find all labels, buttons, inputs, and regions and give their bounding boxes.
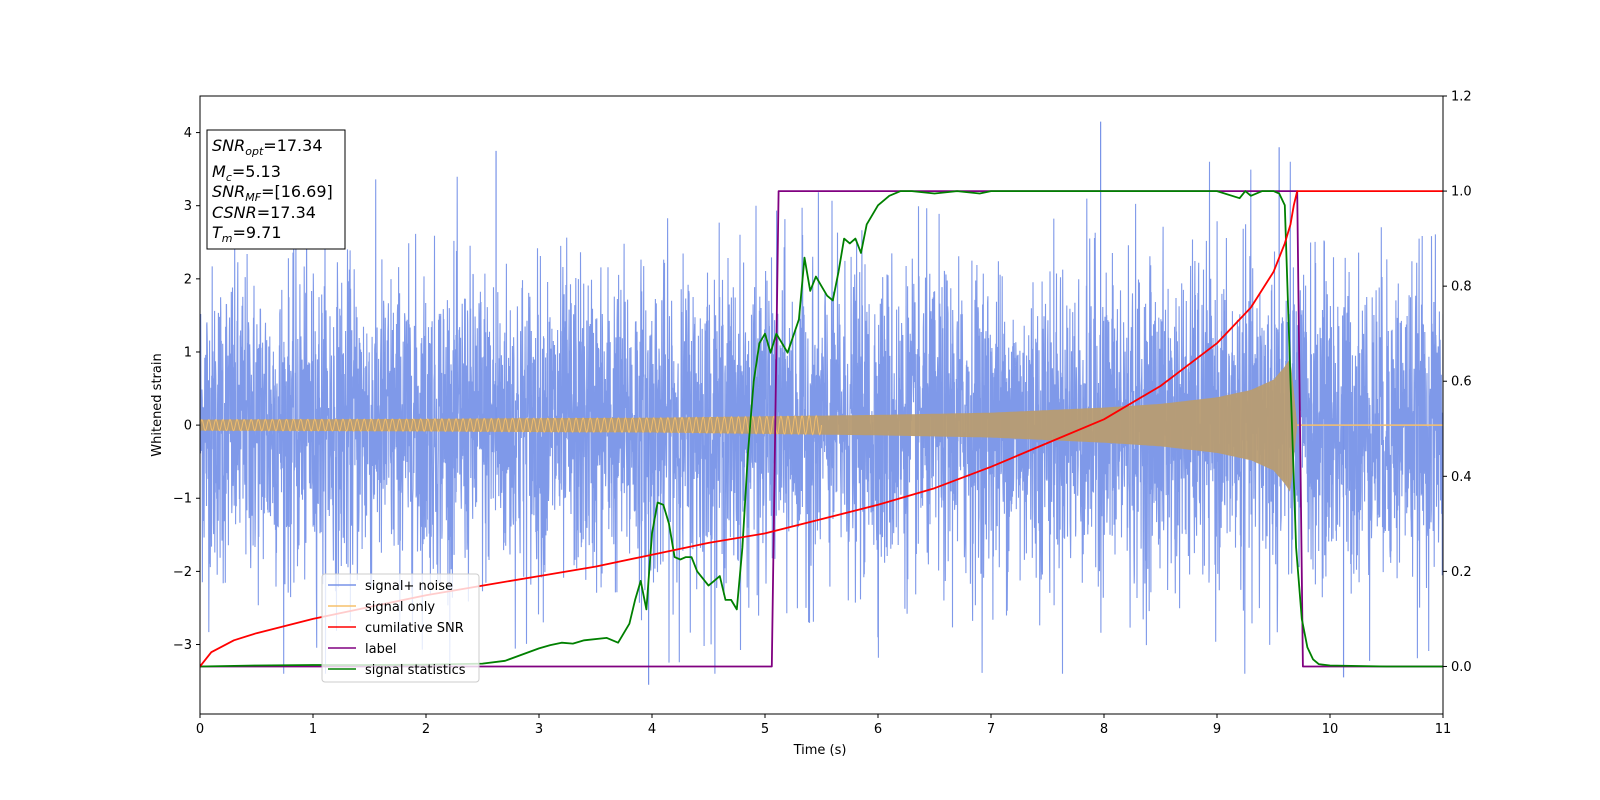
- annotation-box: SNRopt=17.34 Mc=5.13 SNRMF=[16.69] CSNR=…: [206, 129, 346, 250]
- annotation-frame: [206, 129, 346, 250]
- y-left-tick-label: 4: [184, 126, 192, 141]
- legend: signal+ noise signal only cumilative SNR…: [321, 573, 480, 683]
- annotation-mc-value: =5.13: [232, 162, 281, 181]
- x-tick-label: 1: [309, 722, 317, 737]
- annotation-mc: Mc=5.13: [212, 162, 281, 184]
- y-axis-left: −3 −2 −1 0 1 2 3 4: [173, 126, 200, 653]
- y-right-tick-label: 0.4: [1451, 470, 1472, 485]
- x-axis-label: Time (s): [793, 743, 847, 758]
- y-left-tick-label: −1: [173, 492, 192, 507]
- y-left-tick-label: −2: [173, 565, 192, 580]
- y-right-tick-label: 0.0: [1451, 660, 1472, 675]
- signal-only-line: [200, 414, 822, 436]
- y-right-tick-label: 1.2: [1451, 90, 1472, 105]
- annotation-snr-mf: SNRMF=[16.69]: [212, 182, 333, 204]
- x-tick-label: 4: [648, 722, 656, 737]
- x-tick-label: 9: [1213, 722, 1221, 737]
- annotation-mc-name: M: [212, 162, 226, 181]
- y-right-tick-label: 0.8: [1451, 280, 1472, 295]
- y-left-tick-label: 0: [184, 419, 192, 434]
- y-left-tick-label: 1: [184, 345, 192, 360]
- y-axis-right: 0.0 0.2 0.4 0.6 0.8 1.0 1.2: [1443, 90, 1472, 675]
- signal-only-series: [200, 358, 1443, 492]
- x-axis: 0 1 2 3 4 5 6 7 8 9 10 11: [196, 714, 1451, 737]
- y-axis-label: Whitened strain: [150, 353, 165, 456]
- x-tick-label: 2: [422, 722, 430, 737]
- legend-label-label: label: [365, 642, 396, 657]
- legend-label-signal-statistics: signal statistics: [365, 663, 466, 678]
- y-right-tick-label: 0.6: [1451, 375, 1472, 390]
- annotation-snr-mf-value: =[16.69]: [261, 182, 333, 201]
- annotation-snr-opt-value: =17.34: [263, 136, 322, 155]
- x-tick-label: 5: [761, 722, 769, 737]
- plot-frame: [199, 95, 1444, 715]
- annotation-tm-value: =9.71: [233, 223, 282, 242]
- annotation-csnr: CSNR=17.34: [212, 203, 316, 222]
- annotation-tm-sub: m: [222, 232, 233, 245]
- y-right-tick-label: 1.0: [1451, 185, 1472, 200]
- signal-statistics-line: [200, 190, 1443, 668]
- annotation-mc-sub: c: [226, 171, 232, 184]
- plot-area: [200, 121, 1443, 685]
- legend-label-signal-noise: signal+ noise: [365, 579, 453, 594]
- annotation-tm-name: T: [212, 223, 223, 242]
- y-left-tick-label: 3: [184, 199, 192, 214]
- annotation-tm: Tm=9.71: [212, 223, 282, 245]
- signal-only-envelope: [200, 358, 1298, 492]
- annotation-snr-mf-name: SNR: [212, 182, 245, 201]
- x-tick-label: 8: [1100, 722, 1108, 737]
- annotation-snr-opt-sub: opt: [245, 145, 264, 158]
- annotation-csnr-name: CSNR: [212, 203, 257, 222]
- x-tick-label: 0: [196, 722, 204, 737]
- annotation-csnr-value: =17.34: [257, 203, 316, 222]
- annotation-snr-mf-sub: MF: [245, 191, 261, 204]
- legend-label-cumulative-snr: cumilative SNR: [365, 621, 464, 636]
- x-tick-label: 10: [1322, 722, 1339, 737]
- y-right-tick-label: 0.2: [1451, 565, 1472, 580]
- y-left-tick-label: 2: [184, 272, 192, 287]
- x-tick-label: 3: [535, 722, 543, 737]
- y-left-tick-label: −3: [173, 638, 192, 653]
- x-tick-label: 7: [987, 722, 995, 737]
- legend-frame: [321, 573, 480, 683]
- x-tick-label: 6: [874, 722, 882, 737]
- legend-label-signal-only: signal only: [365, 600, 435, 615]
- annotation-snr-opt-name: SNR: [212, 136, 245, 155]
- annotation-snr-opt: SNRopt=17.34: [212, 136, 323, 158]
- x-tick-label: 11: [1435, 722, 1452, 737]
